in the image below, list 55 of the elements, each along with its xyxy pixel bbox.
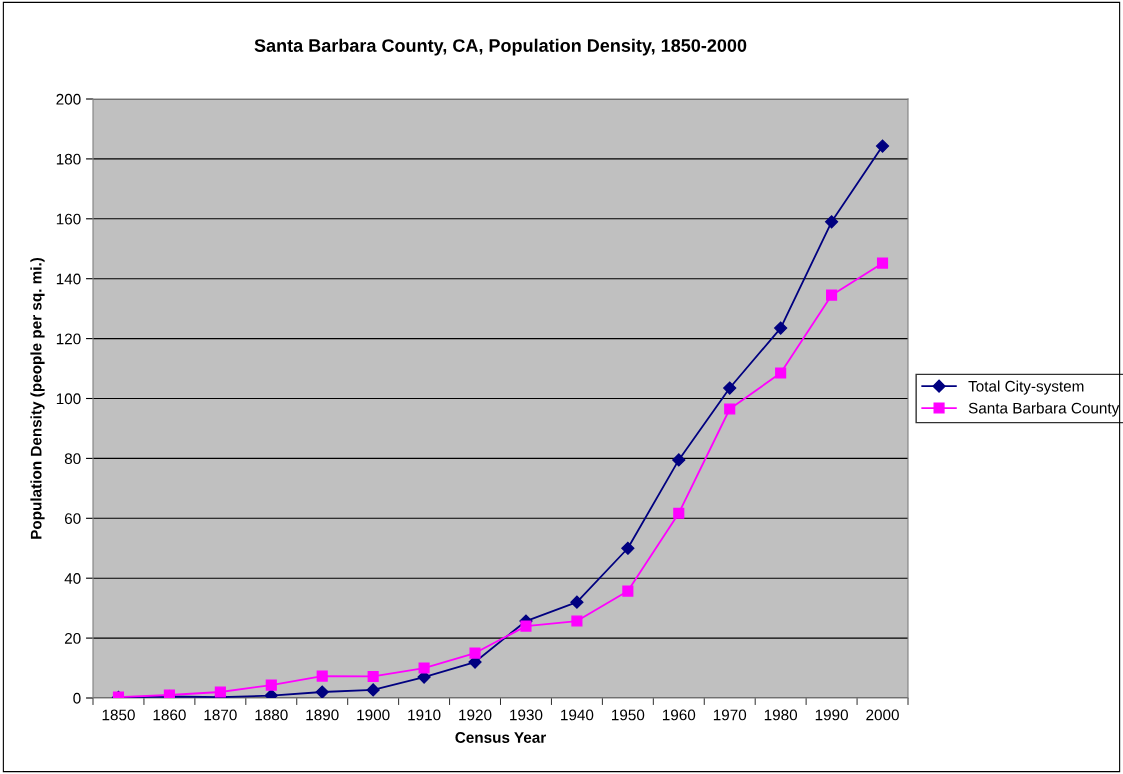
y-tick-label: 0 [73, 692, 81, 704]
x-axis-title: Census Year [455, 732, 546, 743]
point [571, 615, 583, 627]
y-tick-label: 60 [64, 513, 81, 524]
legend-label: Santa Barbara County [968, 402, 1120, 417]
point [673, 507, 685, 519]
x-tick-label: 2000 [866, 709, 899, 721]
point [469, 647, 481, 659]
point [622, 585, 634, 597]
legend-label: Total City-system [968, 380, 1084, 395]
x-tick-label: 1930 [510, 709, 543, 721]
y-tick-label: 100 [56, 393, 81, 405]
y-tick-label: 20 [64, 632, 81, 644]
x-tick-label: 1920 [459, 709, 492, 721]
point [366, 683, 380, 697]
x-tick-label: 1980 [764, 709, 798, 721]
y-tick-label: 120 [56, 333, 81, 345]
point [570, 595, 584, 609]
point [265, 679, 277, 691]
x-tick-label: 1870 [204, 709, 237, 721]
y-tick-label: 160 [56, 213, 81, 225]
x-tick-label: 1860 [153, 709, 186, 721]
y-tick-label: 80 [64, 453, 81, 465]
y-tick-label: 40 [64, 573, 81, 584]
point [876, 257, 889, 269]
x-tick-label: 1890 [306, 709, 339, 721]
point [214, 686, 226, 698]
y-tick-label: 180 [56, 153, 81, 165]
point [520, 620, 532, 632]
x-tick-label: 1940 [561, 709, 594, 721]
x-tick-label: 1880 [255, 709, 288, 721]
chart-title: Santa Barbara County, CA, Population Density, 1850-2000 [254, 38, 747, 56]
x-tick-label: 1960 [662, 709, 696, 721]
y-axis-title: Population Density (people per sq. mi.) [30, 257, 45, 539]
point [621, 541, 635, 555]
point [418, 662, 430, 674]
x-tick-label: 1950 [612, 709, 645, 721]
point [825, 215, 839, 229]
point [826, 289, 838, 301]
x-tick-label: 1900 [357, 709, 390, 721]
point [723, 381, 737, 395]
y-tick-label: 140 [56, 273, 81, 285]
point [672, 453, 686, 467]
point [774, 321, 788, 335]
x-tick-label: 1850 [102, 709, 135, 721]
point [775, 367, 787, 379]
y-tick-label: 200 [56, 93, 81, 105]
x-tick-label: 1910 [408, 709, 441, 721]
point [724, 403, 736, 415]
point [875, 139, 890, 153]
x-tick-label: 1990 [815, 709, 848, 721]
x-tick-label: 1970 [713, 709, 747, 721]
point [316, 670, 328, 682]
point [367, 670, 379, 682]
point [315, 685, 329, 698]
